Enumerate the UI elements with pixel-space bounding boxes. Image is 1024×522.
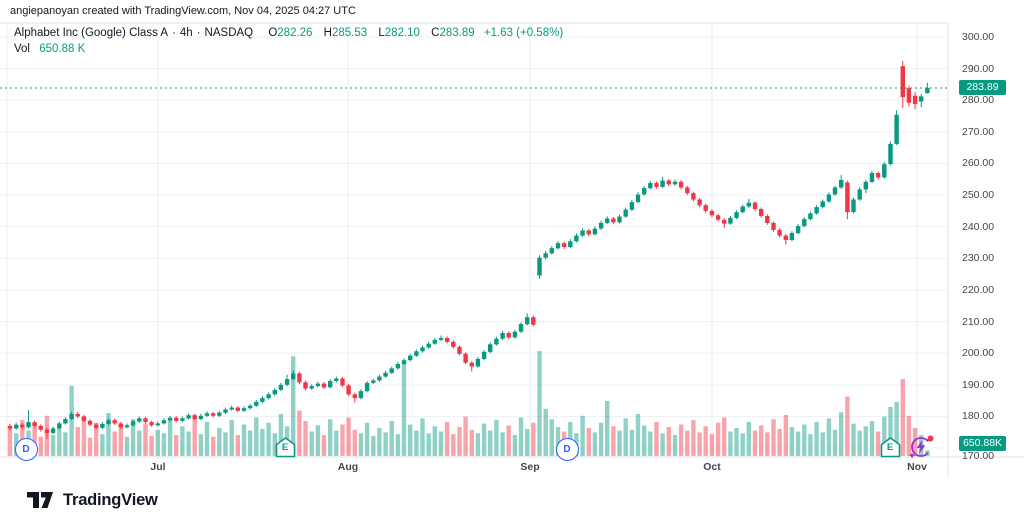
legend-volume-row: Vol 650.88 K [14, 43, 563, 56]
price-tick-label: 190.00 [962, 378, 995, 391]
price-tick-label: 220.00 [962, 283, 995, 296]
tradingview-brand-text[interactable]: TradingView [63, 490, 158, 509]
price-tick-label: 170.00 [962, 450, 995, 463]
price-tick-label: 210.00 [962, 315, 995, 328]
attribution-text: angiepanoyan created with TradingView.co… [10, 5, 356, 17]
time-tick-label: Aug [337, 461, 359, 473]
low-value: 282.10 [384, 27, 420, 39]
dividend-marker[interactable]: D [555, 437, 579, 461]
price-tick-label: 270.00 [962, 125, 995, 138]
price-tick-label: 250.00 [962, 189, 995, 202]
open-label: O [268, 27, 278, 39]
legend-symbol-row: Alphabet Inc (Google) Class A · 4h · NASDAQ … [14, 27, 563, 40]
last-price-badge: 283.89 [959, 80, 1006, 96]
time-tick-label: Sep [520, 461, 540, 473]
volume-label: Vol [14, 43, 30, 55]
time-tick-label: Oct [703, 461, 721, 473]
price-tick-label: 230.00 [962, 252, 995, 265]
interval-label[interactable]: 4h [179, 27, 193, 39]
price-tick-label: 280.00 [962, 94, 995, 107]
dividend-marker[interactable]: D [14, 437, 38, 461]
time-tick-label: Jul [150, 461, 166, 473]
sparkle-icon [909, 452, 915, 459]
high-value: 285.53 [331, 27, 368, 39]
price-tick-label: 200.00 [962, 347, 995, 360]
open-value: 282.26 [277, 27, 313, 39]
flash-events-icon[interactable] [908, 434, 936, 460]
notification-dot [927, 435, 934, 442]
high-label: H [323, 27, 332, 39]
exchange-label: NASDAQ [204, 27, 254, 39]
lightning-bolt-icon [916, 440, 926, 454]
chart-plot-area[interactable] [0, 23, 948, 457]
earnings-marker[interactable]: E [275, 436, 296, 458]
separator-dot: · [196, 27, 201, 39]
symbol-legend: Alphabet Inc (Google) Class A · 4h · NASDAQ … [14, 27, 563, 59]
tradingview-logo-icon[interactable] [25, 489, 55, 511]
time-axis-panel[interactable]: Jul Aug Sep Oct Nov [0, 457, 948, 478]
price-tick-label: 240.00 [962, 220, 995, 233]
price-tick-label: 290.00 [962, 62, 995, 75]
volume-value: 650.88 K [39, 43, 86, 55]
price-tick-label: 180.00 [962, 410, 995, 423]
price-tick-label: 300.00 [962, 31, 995, 43]
close-value: 283.89 [439, 27, 475, 39]
change-value: +1.63 (+0.58%) [483, 27, 564, 39]
price-tick-label: 260.00 [962, 157, 995, 170]
low-label: L [378, 27, 385, 39]
separator-dot: · [172, 27, 176, 39]
time-tick-label: Nov [907, 461, 927, 473]
earnings-marker[interactable]: E [880, 436, 901, 458]
footer: TradingView [25, 489, 158, 511]
price-axis-panel[interactable]: 283.89 650.88K 300.00 290.00 280.00 270.00 2… [948, 0, 1024, 477]
symbol-title[interactable]: Alphabet Inc (Google) Class A [14, 27, 169, 39]
last-volume-badge: 650.88K [959, 436, 1006, 451]
close-label: C [431, 27, 440, 39]
